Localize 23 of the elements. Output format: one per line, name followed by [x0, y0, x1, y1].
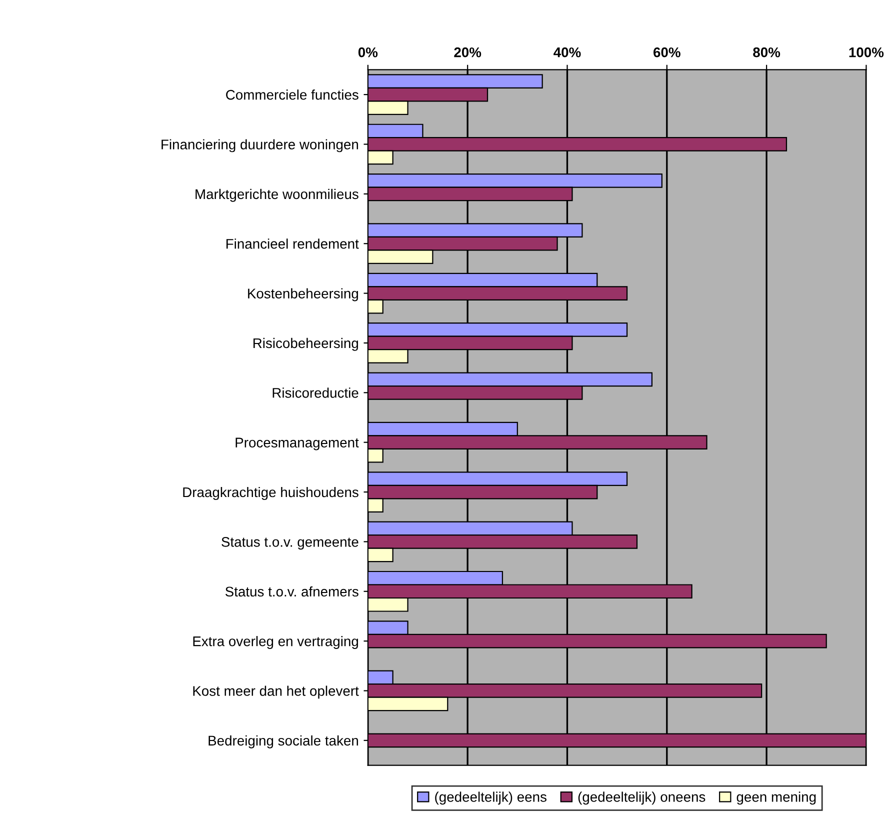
x-tick-label: 40%	[554, 47, 581, 58]
legend-label: (gedeeltelijk) eens	[435, 792, 546, 805]
y-tick-label: Procesmanagement	[236, 438, 359, 450]
y-tick-label: Commerciele functies	[226, 90, 358, 100]
x-tick-label: 80%	[753, 47, 780, 58]
legend-label: (gedeeltelijk) oneens	[578, 792, 706, 805]
legend-label: geen mening	[736, 792, 816, 805]
y-tick-label: Draagkrachtige huishoudens	[183, 486, 358, 500]
y-tick-label: Status t.o.v. afnemers	[225, 586, 358, 597]
y-tick-label: Financieel rendement	[226, 238, 359, 249]
y-tick-label: Kost meer dan het oplevert	[193, 686, 359, 699]
y-tick-label: Status t.o.v. gemeente	[222, 537, 358, 550]
x-tick-label: 0%	[358, 47, 378, 58]
y-tick-label: Risicoreductie	[272, 388, 358, 398]
y-tick-label: Bedreiging sociale taken	[208, 735, 358, 748]
x-tick-label: 100%	[849, 47, 884, 58]
x-tick-label: 60%	[654, 47, 680, 58]
y-tick-label: Financiering duurdere woningen	[162, 139, 358, 152]
x-tick-label: 20%	[454, 47, 482, 58]
y-tick-label: Extra overleg en vertraging	[193, 636, 358, 649]
y-tick-label: Marktgerichte woonmilieus	[196, 188, 358, 202]
y-tick-label: Risicobeheersing	[253, 338, 358, 351]
y-tick-label: Kostenbeheersing	[248, 288, 358, 302]
